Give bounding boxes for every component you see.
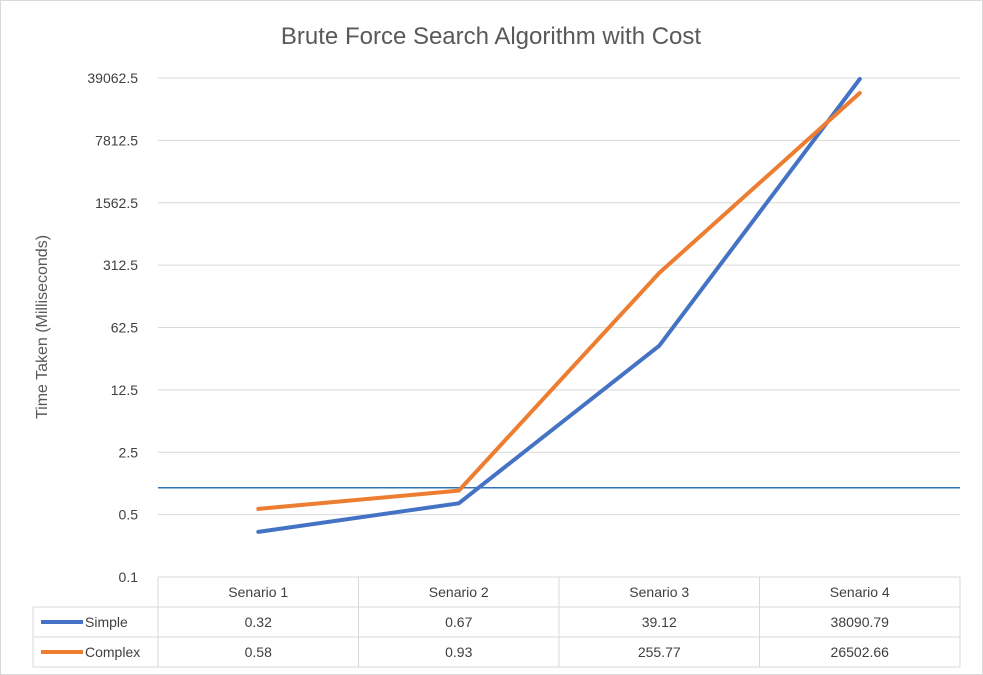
- y-tick-label: 312.5: [103, 257, 138, 273]
- series-line-simple: [256, 77, 862, 534]
- data-label: 0.32: [245, 614, 272, 630]
- x-category-label: Senario 3: [629, 584, 689, 600]
- y-tick-label: 2.5: [119, 444, 139, 460]
- legend-label: Complex: [85, 644, 140, 660]
- data-label: 0.67: [445, 614, 472, 630]
- data-table: Senario 1 Senario 2 Senario 3 Senario 4 Simp…: [32, 576, 961, 668]
- legend-label: Simple: [85, 614, 128, 630]
- x-category-label: Senario 1: [228, 584, 288, 600]
- data-label: 38090.79: [831, 614, 890, 630]
- series-line-complex: [256, 91, 862, 511]
- data-label: 0.58: [245, 644, 272, 660]
- y-tick-label: 12.5: [111, 382, 138, 398]
- y-tick-label: 62.5: [111, 320, 138, 336]
- data-label: 255.77: [638, 644, 681, 660]
- x-category-label: Senario 2: [429, 584, 489, 600]
- y-tick-label: 0.5: [119, 507, 139, 523]
- y-tick-label: 1562.5: [95, 195, 138, 211]
- y-tick-label: 7812.5: [95, 132, 138, 148]
- x-category-label: Senario 4: [830, 584, 890, 600]
- data-label: 26502.66: [831, 644, 890, 660]
- series-lines: [256, 77, 862, 534]
- data-label: 0.93: [445, 644, 472, 660]
- grid-lines: [158, 77, 960, 516]
- y-tick-label: 0.1: [119, 569, 139, 585]
- y-axis-ticks: 0.1 0.5 2.5 12.5 62.5 312.5 1562.5 7812.5 39062.…: [87, 70, 138, 585]
- y-tick-label: 39062.5: [87, 70, 138, 86]
- y-axis-title: Time Taken (Milliseconds): [34, 235, 51, 419]
- data-label: 39.12: [642, 614, 677, 630]
- chart-title: Brute Force Search Algorithm with Cost: [281, 23, 701, 50]
